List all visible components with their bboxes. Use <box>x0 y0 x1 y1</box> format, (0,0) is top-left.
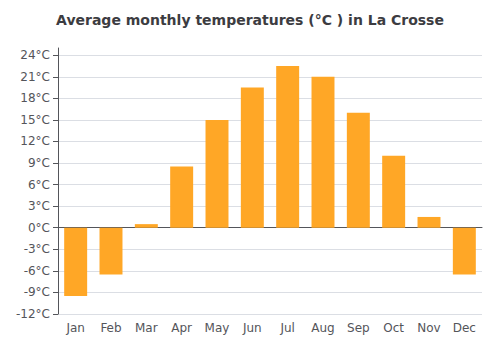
svg-text:6°C: 6°C <box>28 178 50 192</box>
svg-text:-9°C: -9°C <box>24 285 50 299</box>
svg-text:24°C: 24°C <box>20 48 50 62</box>
svg-text:Jan: Jan <box>65 321 85 335</box>
svg-text:Dec: Dec <box>453 321 476 335</box>
svg-text:9°C: 9°C <box>28 156 50 170</box>
svg-text:Feb: Feb <box>100 321 121 335</box>
svg-text:Aug: Aug <box>311 321 334 335</box>
svg-text:Average monthly temperatures (: Average monthly temperatures (°C ) in La… <box>56 12 444 28</box>
svg-text:May: May <box>205 321 230 335</box>
svg-text:-6°C: -6°C <box>24 264 50 278</box>
svg-text:-3°C: -3°C <box>24 242 50 256</box>
svg-text:Apr: Apr <box>171 321 192 335</box>
svg-text:Nov: Nov <box>417 321 440 335</box>
svg-text:0°C: 0°C <box>28 221 50 235</box>
svg-text:Jun: Jun <box>242 321 262 335</box>
svg-text:15°C: 15°C <box>20 113 50 127</box>
svg-text:-12°C: -12°C <box>16 307 50 321</box>
svg-text:18°C: 18°C <box>20 91 50 105</box>
svg-text:Oct: Oct <box>383 321 404 335</box>
svg-text:12°C: 12°C <box>20 134 50 148</box>
svg-text:3°C: 3°C <box>28 199 50 213</box>
svg-text:Jul: Jul <box>279 321 294 335</box>
svg-text:Mar: Mar <box>135 321 158 335</box>
svg-text:Sep: Sep <box>347 321 370 335</box>
svg-text:21°C: 21°C <box>20 70 50 84</box>
